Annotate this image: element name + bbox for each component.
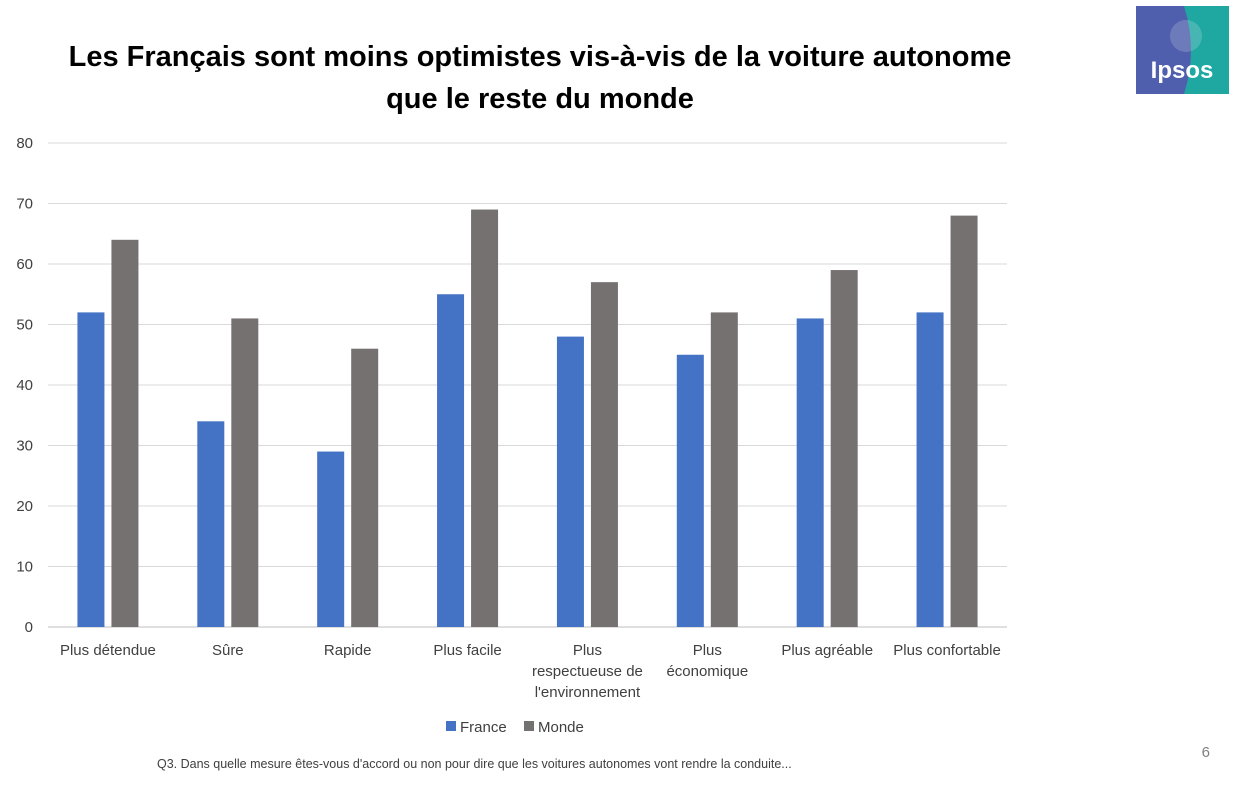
y-tick-label: 70 [16,196,33,213]
legend-label-france: France [460,719,507,736]
bar-france [676,354,704,627]
bar-monde [471,209,499,628]
ipsos-logo: Ipsos [1136,6,1229,94]
chart-title: Les Français sont moins optimistes vis-à… [30,36,1050,120]
legend-swatch-monde [524,721,534,731]
x-tick-label: Plus confortable [893,642,1001,659]
x-tick-label-line: Plus facile [433,642,501,659]
bar-france [437,294,465,627]
bar-france [796,318,824,627]
y-tick-label: 60 [16,256,33,273]
page-number: 6 [1201,744,1210,761]
bar-france [556,336,584,627]
x-tick-label-line: Rapide [324,642,372,659]
legend-swatch-france [446,721,456,731]
y-tick-label: 0 [25,619,33,636]
bar-monde [830,270,858,627]
y-tick-label: 80 [16,135,33,152]
bar-monde [590,282,618,627]
bar-monde [111,239,139,628]
footnote: Q3. Dans quelle mesure êtes-vous d'accor… [157,757,792,771]
bar-monde [950,215,978,627]
bar-monde [351,348,379,627]
x-tick-label: Plus détendue [60,642,156,659]
x-tick-label-line: respectueuse de [532,663,643,680]
x-tick-label: Plus facile [433,642,501,659]
bar-france [197,421,225,627]
x-tick-label-line: l'environnement [535,684,641,701]
title-line-1: Les Français sont moins optimistes vis-à… [68,41,1012,73]
legend-label-monde: Monde [538,719,584,736]
logo-text: Ipsos [1151,57,1214,84]
x-tick-label-line: Plus agréable [781,642,873,659]
x-tick-label: Plus respectueuse de l'environnement [532,642,643,701]
x-tick-label-line: Plus détendue [60,642,156,659]
x-tick-label: Rapide [324,642,372,659]
y-tick-label: 10 [16,559,33,576]
title-line-2: que le reste du monde [386,83,694,115]
x-tick-label: Sûre [212,642,244,659]
y-tick-label: 50 [16,317,33,334]
logo-face-shape [1170,20,1202,52]
bar-france [77,312,105,627]
x-tick-label-line: Plus [573,642,602,659]
x-tick-label-line: Sûre [212,642,244,659]
bar-france [916,312,944,627]
bar-france [317,451,345,627]
x-tick-label-line: Plus [693,642,722,659]
x-tick-label-line: économique [666,663,748,680]
logo-right-panel [1184,6,1229,94]
x-tick-label-line: Plus confortable [893,642,1001,659]
y-tick-label: 40 [16,377,33,394]
x-tick-label: Plus économique [666,642,748,680]
y-tick-label: 20 [16,498,33,515]
x-tick-label: Plus agréable [781,642,873,659]
bar-monde [231,318,259,627]
y-tick-label: 30 [16,438,33,455]
bar-monde [710,312,738,627]
